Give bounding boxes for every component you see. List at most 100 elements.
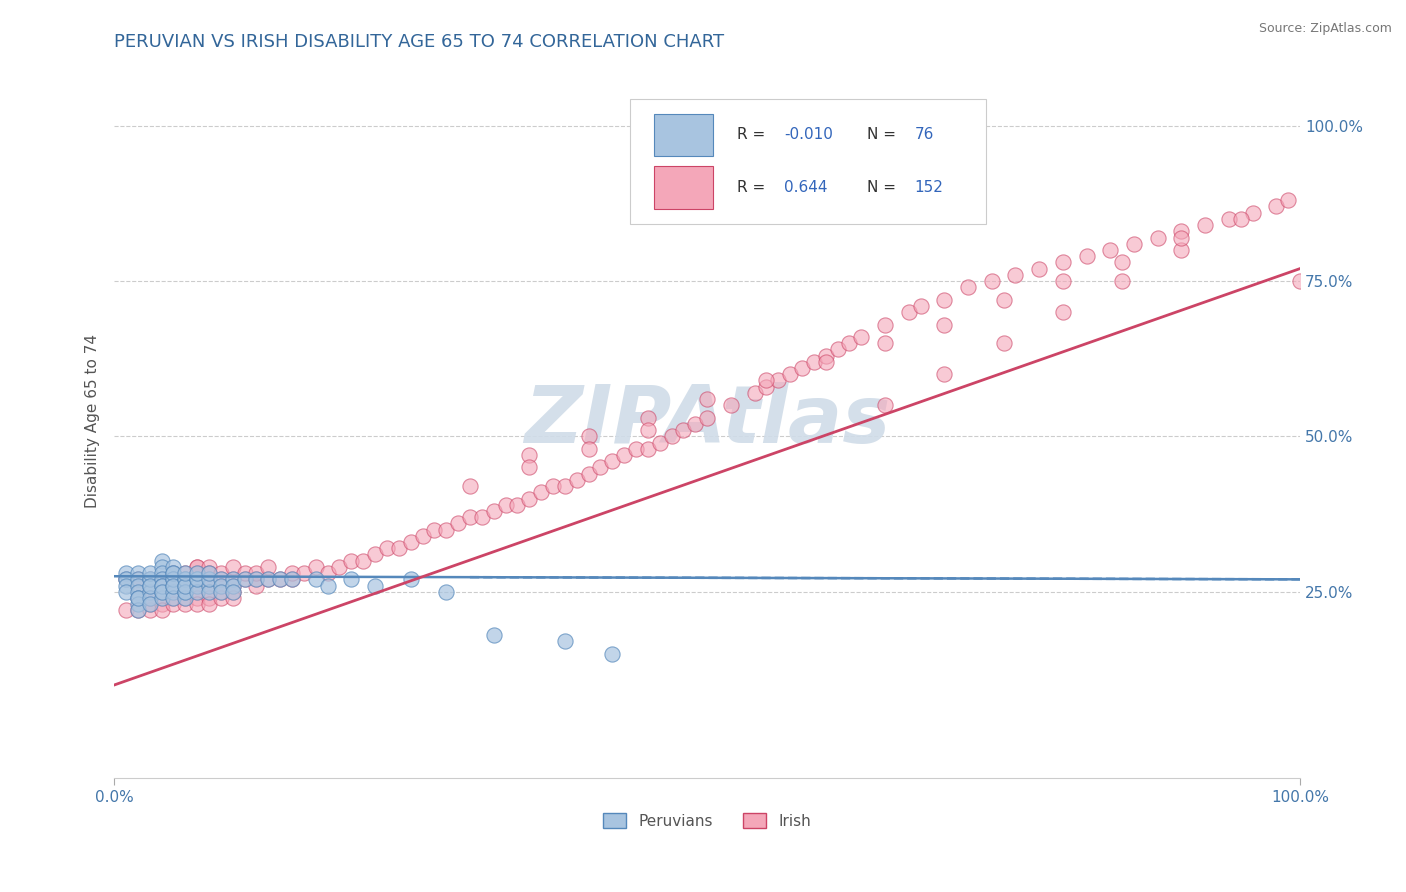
Point xyxy=(495,498,517,512)
Point xyxy=(174,572,197,586)
Point xyxy=(162,584,184,599)
Point xyxy=(993,293,1015,307)
Point xyxy=(186,597,208,611)
Point xyxy=(186,591,208,605)
Point xyxy=(115,566,138,581)
Point xyxy=(198,597,221,611)
Point xyxy=(814,349,837,363)
Point xyxy=(578,429,600,443)
Point xyxy=(873,336,896,351)
Point xyxy=(637,410,659,425)
Point xyxy=(150,572,173,586)
Point xyxy=(434,523,457,537)
Point xyxy=(222,591,245,605)
Point xyxy=(873,398,896,412)
Point xyxy=(1241,205,1264,219)
Point xyxy=(174,584,197,599)
Point xyxy=(316,566,339,581)
Point xyxy=(222,584,245,599)
Text: -0.010: -0.010 xyxy=(785,128,834,143)
Point xyxy=(851,330,873,344)
Point xyxy=(910,299,932,313)
Point xyxy=(150,603,173,617)
Point xyxy=(482,504,505,518)
Point xyxy=(790,361,813,376)
Point xyxy=(305,572,328,586)
Point xyxy=(186,578,208,592)
Point xyxy=(1123,236,1146,251)
Point xyxy=(292,566,315,581)
Point xyxy=(127,591,149,605)
Point xyxy=(578,467,600,481)
Point xyxy=(198,578,221,592)
Point xyxy=(162,572,184,586)
Point xyxy=(388,541,411,556)
Point xyxy=(993,336,1015,351)
Text: 76: 76 xyxy=(915,128,934,143)
Point xyxy=(873,318,896,332)
Point xyxy=(150,578,173,592)
Point xyxy=(1111,274,1133,288)
Point xyxy=(174,566,197,581)
Point xyxy=(696,410,718,425)
Point xyxy=(198,572,221,586)
Point xyxy=(340,554,363,568)
Point xyxy=(934,368,956,382)
Point xyxy=(127,591,149,605)
Point xyxy=(222,578,245,592)
Point xyxy=(399,572,422,586)
Point xyxy=(162,572,184,586)
Point xyxy=(423,523,446,537)
Point xyxy=(150,584,173,599)
Point xyxy=(198,560,221,574)
Point xyxy=(139,597,162,611)
Point xyxy=(162,584,184,599)
Point xyxy=(434,584,457,599)
Point xyxy=(768,374,790,388)
Point xyxy=(281,572,304,586)
Y-axis label: Disability Age 65 to 74: Disability Age 65 to 74 xyxy=(86,334,100,508)
Point xyxy=(162,597,184,611)
Point xyxy=(139,566,162,581)
Point xyxy=(150,572,173,586)
Point xyxy=(162,566,184,581)
Point xyxy=(269,572,291,586)
Point xyxy=(517,491,540,506)
Point xyxy=(517,448,540,462)
Point xyxy=(174,597,197,611)
Point xyxy=(115,572,138,586)
Point xyxy=(198,572,221,586)
Point xyxy=(233,572,256,586)
Point xyxy=(364,578,387,592)
Point xyxy=(115,603,138,617)
Point xyxy=(150,591,173,605)
Point xyxy=(222,572,245,586)
Point xyxy=(1028,261,1050,276)
Point xyxy=(222,572,245,586)
Point xyxy=(162,566,184,581)
Text: 0.644: 0.644 xyxy=(785,179,828,194)
Text: ZIPAtlas: ZIPAtlas xyxy=(524,382,890,460)
Point xyxy=(198,584,221,599)
Point xyxy=(1229,211,1251,226)
Point xyxy=(174,578,197,592)
Point xyxy=(827,343,849,357)
Point xyxy=(186,560,208,574)
Point xyxy=(672,423,695,437)
Point xyxy=(222,560,245,574)
Point xyxy=(554,479,576,493)
Point xyxy=(233,572,256,586)
Point xyxy=(245,566,267,581)
Point xyxy=(565,473,588,487)
Point xyxy=(150,597,173,611)
Point xyxy=(934,293,956,307)
Point xyxy=(209,584,232,599)
Point xyxy=(447,516,470,531)
Point xyxy=(506,498,529,512)
Point xyxy=(209,578,232,592)
Point xyxy=(139,572,162,586)
Point xyxy=(150,591,173,605)
Point xyxy=(186,572,208,586)
Text: R =: R = xyxy=(737,128,770,143)
Point xyxy=(257,572,280,586)
